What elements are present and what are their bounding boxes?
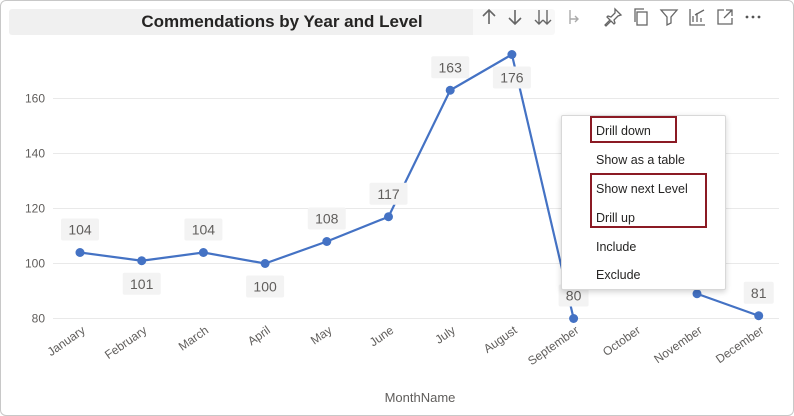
y-tick-label: 160: [25, 92, 45, 106]
x-tick-label: June: [367, 323, 397, 350]
expand-hierarchy-icon[interactable]: [561, 5, 585, 29]
data-point: [322, 237, 332, 246]
context-menu: Drill down Show as a table Show next Lev…: [561, 115, 726, 290]
copy-visual-icon[interactable]: [629, 5, 653, 29]
x-tick-label: January: [45, 323, 88, 359]
x-tick-label: April: [245, 323, 273, 348]
menu-item-drill-up[interactable]: Drill up: [596, 211, 635, 225]
data-label: 104: [192, 222, 216, 238]
data-label: 117: [377, 186, 400, 202]
next-level-drill-up-highlight-box: [590, 173, 707, 228]
x-tick-label: July: [432, 323, 458, 347]
data-label-background: [122, 272, 161, 295]
x-tick-label: March: [176, 323, 211, 354]
x-tick-label: February: [102, 323, 149, 362]
data-label: 101: [130, 276, 154, 292]
y-tick-label: 120: [25, 202, 45, 216]
data-point: [692, 289, 702, 299]
data-label-background: [307, 207, 346, 230]
y-tick-label: 80: [32, 312, 46, 326]
x-axis-title: MonthName: [385, 390, 456, 405]
data-point: [507, 50, 517, 59]
menu-item-include[interactable]: Include: [596, 240, 637, 254]
drill-down-arrow-icon[interactable]: [503, 5, 527, 29]
data-label: 108: [315, 211, 339, 227]
more-options-icon[interactable]: [741, 5, 765, 29]
x-tick-label: August: [481, 323, 520, 356]
data-label-background: [558, 284, 589, 307]
y-tick-label: 140: [25, 147, 45, 161]
data-point: [198, 248, 208, 257]
visual-header-toolbar: [473, 1, 793, 35]
x-tick-label: December: [713, 323, 766, 366]
menu-item-drill-down[interactable]: Drill down: [596, 124, 651, 138]
pin-icon[interactable]: [601, 5, 625, 29]
visual-title-bar: Commendations by Year and Level: [9, 9, 555, 35]
data-label-background: [184, 218, 223, 241]
data-label-background: [61, 218, 99, 241]
data-label-background: [743, 281, 774, 304]
data-point: [754, 311, 764, 321]
y-tick-label: 100: [25, 257, 45, 271]
x-tick-label: May: [308, 323, 335, 347]
data-point: [445, 85, 455, 95]
drill-up-arrow-icon[interactable]: [477, 5, 501, 29]
drill-down-highlight-box: [590, 116, 677, 143]
data-label: 104: [68, 222, 92, 238]
data-label: 100: [253, 279, 277, 295]
data-point: [569, 314, 579, 323]
visual-title: Commendations by Year and Level: [141, 12, 423, 31]
data-label: 81: [751, 285, 767, 301]
data-point: [137, 256, 147, 266]
x-tick-label: October: [600, 323, 643, 359]
focus-mode-icon[interactable]: [713, 5, 737, 29]
focus-chart-icon[interactable]: [685, 5, 709, 29]
data-label-background: [246, 275, 285, 298]
data-label-background: [492, 66, 531, 89]
data-label: 176: [500, 70, 524, 86]
menu-item-exclude[interactable]: Exclude: [596, 268, 641, 282]
menu-item-show-next-level[interactable]: Show next Level: [596, 182, 688, 196]
expand-all-down-icon[interactable]: [531, 5, 555, 29]
data-point: [384, 212, 393, 222]
data-label: 163: [439, 59, 463, 75]
x-tick-label: September: [525, 323, 581, 368]
data-point: [260, 259, 270, 268]
menu-item-show-as-table[interactable]: Show as a table: [596, 153, 685, 167]
data-point: [75, 248, 85, 257]
data-label: 80: [566, 288, 582, 304]
filter-icon[interactable]: [657, 5, 681, 29]
data-label-background: [431, 56, 470, 79]
data-label-background: [369, 182, 408, 205]
x-tick-label: November: [651, 323, 704, 366]
